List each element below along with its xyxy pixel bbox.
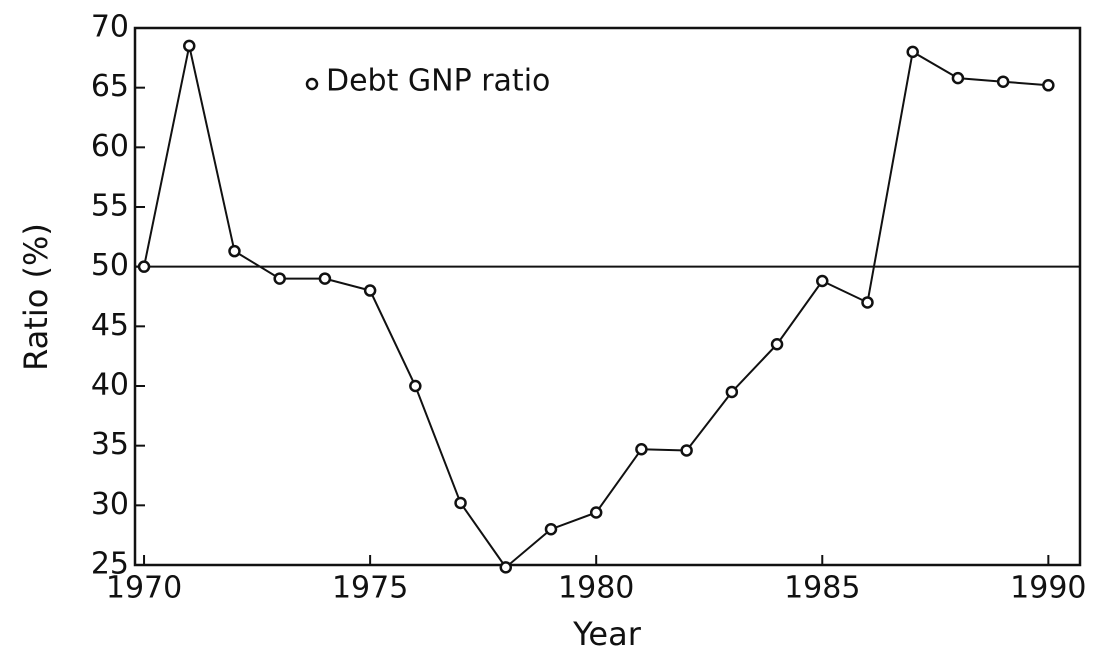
- x-tick-label: 1980: [558, 571, 634, 606]
- point: [1042, 79, 1055, 92]
- point: [635, 442, 648, 456]
- y-axis-title: Ratio (%): [17, 223, 55, 371]
- y-tick-label: 70: [91, 10, 129, 45]
- point: [680, 444, 693, 457]
- point: [996, 75, 1010, 88]
- x-tick-label: 1970: [106, 571, 182, 606]
- x-tick-label: 1990: [1010, 571, 1086, 606]
- point: [137, 260, 151, 273]
- y-tick-label: 50: [91, 248, 129, 283]
- y-tick-label: 40: [91, 368, 129, 403]
- x-axis-title: Year: [572, 615, 642, 653]
- point: [951, 71, 965, 85]
- point: [454, 496, 467, 510]
- y-tick-label: 55: [91, 189, 129, 224]
- point: [906, 45, 919, 59]
- point: [273, 272, 286, 285]
- point: [183, 39, 196, 53]
- point: [816, 274, 829, 288]
- y-tick-label: 60: [91, 129, 129, 164]
- point: [861, 296, 874, 309]
- point: [409, 379, 422, 393]
- legend-marker: [305, 77, 319, 91]
- y-tick-label: 25: [91, 547, 129, 582]
- plot-frame: [133, 26, 1082, 567]
- point: [544, 522, 558, 536]
- series-line: [143, 45, 1049, 569]
- x-tick-label: 1975: [332, 571, 408, 606]
- point: [318, 272, 332, 285]
- legend-label: Debt GNP ratio: [326, 64, 550, 99]
- point: [228, 244, 241, 258]
- y-tick-label: 45: [91, 308, 129, 343]
- point: [770, 337, 784, 351]
- y-tick-label: 35: [91, 427, 129, 462]
- point: [725, 385, 739, 399]
- point: [499, 561, 513, 574]
- x-tick-label: 1985: [784, 571, 860, 606]
- y-tick-label: 65: [91, 69, 129, 104]
- point: [589, 506, 603, 519]
- y-tick-label: 30: [91, 487, 129, 522]
- point: [363, 284, 377, 297]
